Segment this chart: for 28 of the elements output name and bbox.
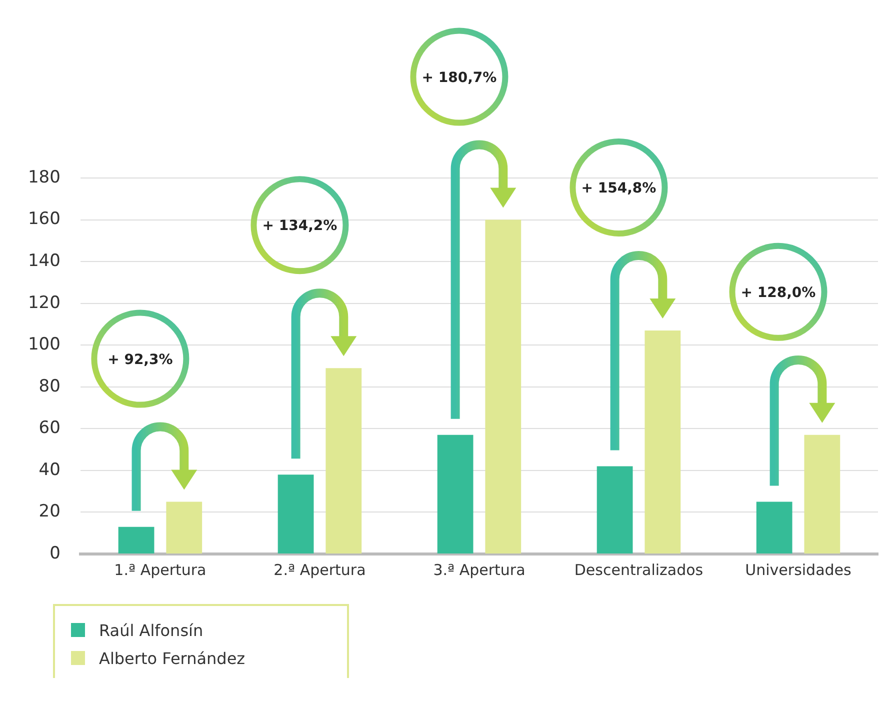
y-tick-label: 20	[38, 502, 60, 522]
bar	[596, 466, 633, 554]
y-tick-label: 0	[50, 543, 60, 564]
bar	[118, 526, 154, 554]
bar	[756, 502, 792, 554]
bar	[166, 502, 202, 554]
x-tick-label: Universidades	[745, 560, 852, 579]
x-tick-label: 2.ª Apertura	[274, 560, 366, 579]
y-tick-label: 100	[28, 334, 60, 355]
annotation: + 92,3%	[108, 352, 173, 368]
bar	[278, 474, 314, 554]
y-tick-label: 160	[28, 209, 60, 230]
legend-label: Alberto Fernández	[99, 648, 246, 668]
y-tick-label: 120	[28, 292, 60, 313]
y-tick-label: 80	[38, 376, 60, 396]
y-tick-label: 60	[38, 418, 60, 438]
text: + 180,7%	[422, 70, 497, 86]
annotation: + 128,0%	[740, 284, 816, 301]
y-tick-label: 180	[28, 167, 60, 188]
y-tick-label: 40	[38, 460, 60, 480]
legend-label: Raúl Alfonsín	[99, 620, 204, 640]
annotation: + 154,8%	[581, 180, 656, 196]
x-tick-label: 1.ª Apertura	[114, 560, 206, 579]
x-tick-label: Descentralizados	[574, 560, 704, 579]
bar	[437, 434, 474, 554]
x-tick-label: 3.ª Apertura	[433, 560, 526, 579]
annotation: + 134,2%	[262, 218, 338, 234]
y-tick-label: 140	[28, 250, 60, 271]
